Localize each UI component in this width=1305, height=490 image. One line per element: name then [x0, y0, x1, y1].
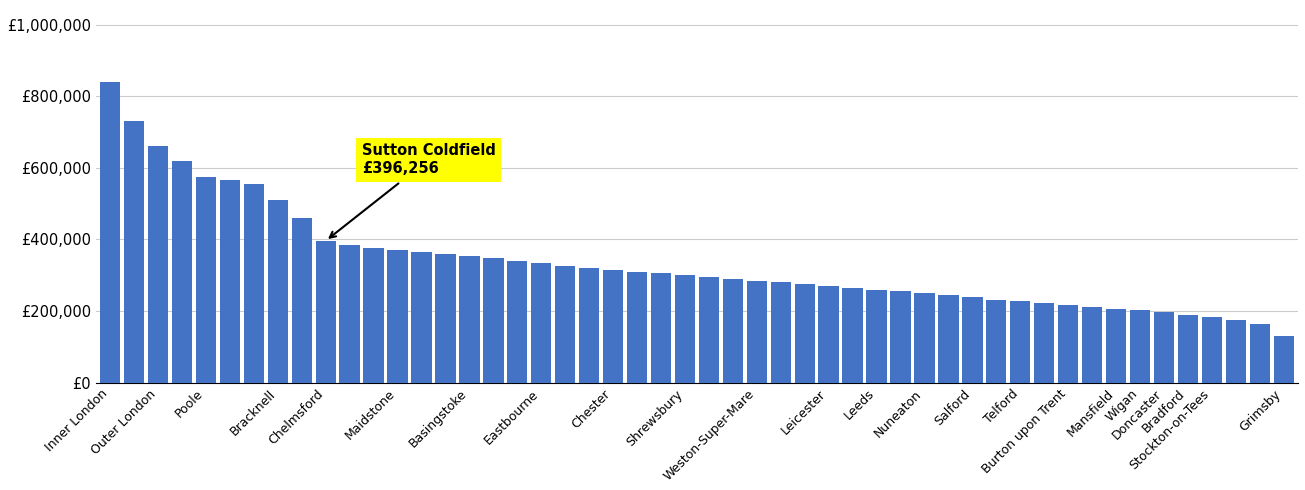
Bar: [147, 147, 168, 383]
Bar: [124, 122, 145, 383]
Bar: [268, 200, 288, 383]
Bar: [698, 277, 719, 383]
Bar: [1154, 312, 1175, 383]
Bar: [1082, 307, 1103, 383]
Bar: [770, 282, 791, 383]
Bar: [555, 266, 576, 383]
Bar: [603, 270, 624, 383]
Bar: [938, 295, 959, 383]
Bar: [795, 284, 814, 383]
Bar: [244, 184, 264, 383]
Bar: [388, 250, 407, 383]
Bar: [291, 218, 312, 383]
Bar: [172, 161, 192, 383]
Bar: [363, 248, 384, 383]
Bar: [316, 241, 335, 383]
Bar: [339, 245, 360, 383]
Bar: [1225, 320, 1246, 383]
Bar: [723, 279, 743, 383]
Bar: [1274, 336, 1293, 383]
Bar: [459, 256, 480, 383]
Bar: [1202, 317, 1221, 383]
Bar: [1177, 315, 1198, 383]
Bar: [890, 292, 911, 383]
Bar: [651, 273, 671, 383]
Bar: [962, 297, 983, 383]
Bar: [436, 254, 455, 383]
Bar: [531, 263, 552, 383]
Bar: [1130, 310, 1150, 383]
Bar: [483, 258, 504, 383]
Bar: [1250, 323, 1270, 383]
Bar: [987, 299, 1006, 383]
Bar: [915, 293, 934, 383]
Bar: [411, 252, 432, 383]
Bar: [843, 288, 863, 383]
Bar: [675, 275, 696, 383]
Bar: [196, 177, 217, 383]
Bar: [818, 286, 839, 383]
Bar: [219, 180, 240, 383]
Bar: [1010, 301, 1031, 383]
Text: Sutton Coldfield
£396,256: Sutton Coldfield £396,256: [330, 144, 496, 238]
Bar: [626, 271, 647, 383]
Bar: [100, 82, 120, 383]
Bar: [1058, 305, 1078, 383]
Bar: [508, 261, 527, 383]
Bar: [579, 268, 599, 383]
Bar: [1034, 303, 1054, 383]
Bar: [746, 281, 767, 383]
Bar: [1105, 309, 1126, 383]
Bar: [867, 290, 886, 383]
